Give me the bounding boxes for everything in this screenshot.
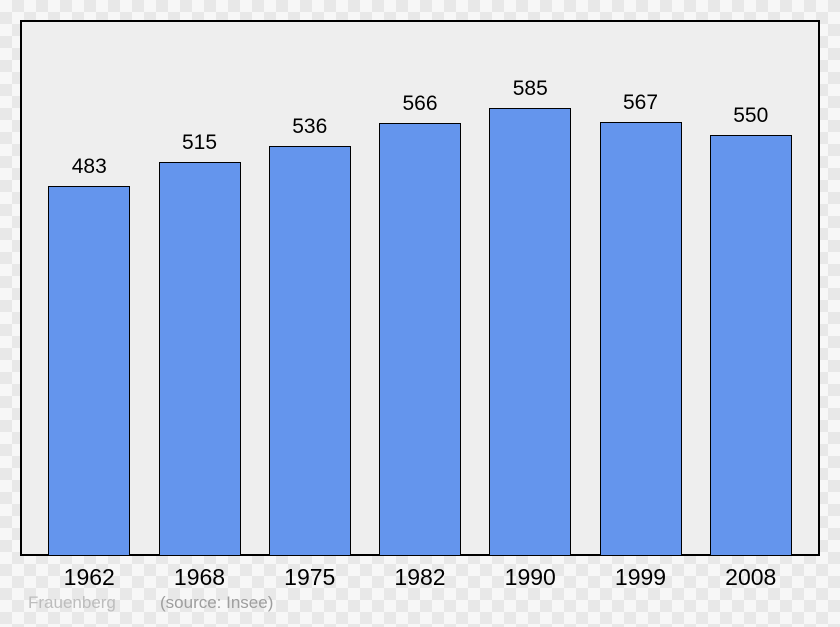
bar <box>600 122 682 556</box>
bar-value-label: 567 <box>580 91 702 115</box>
bar <box>159 162 241 556</box>
xaxis-label: 1999 <box>580 564 702 591</box>
bar <box>489 108 571 556</box>
bar-value-label: 536 <box>249 115 371 139</box>
xaxis-label: 1982 <box>359 564 481 591</box>
xaxis-label: 1990 <box>469 564 591 591</box>
xaxis-label: 2008 <box>690 564 812 591</box>
bar-value-label: 483 <box>28 155 150 179</box>
xaxis-label: 1962 <box>28 564 150 591</box>
bar-value-label: 515 <box>139 131 261 155</box>
bar-value-label: 550 <box>690 104 812 128</box>
bar-value-label: 566 <box>359 92 481 116</box>
xaxis-label: 1975 <box>249 564 371 591</box>
bar <box>269 146 351 556</box>
bar-value-label: 585 <box>469 77 591 101</box>
bar <box>379 123 461 556</box>
xaxis-label: 1968 <box>139 564 261 591</box>
bar <box>48 186 130 556</box>
caption-place: Frauenberg <box>28 593 116 613</box>
caption-source: (source: Insee) <box>160 593 273 613</box>
bar <box>710 135 792 556</box>
